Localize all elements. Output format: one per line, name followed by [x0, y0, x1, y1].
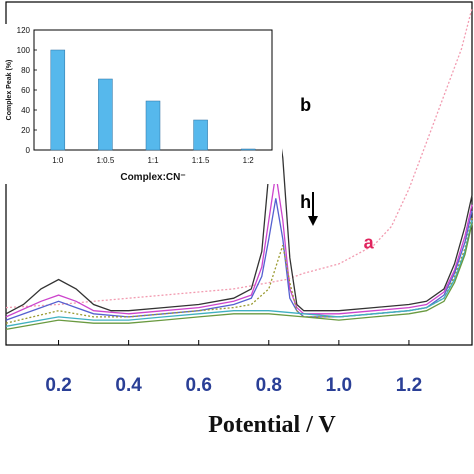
- curve-label-a: a: [364, 232, 375, 252]
- inset-y-tick-label: 80: [21, 66, 30, 75]
- inset-y-tick-label: 60: [21, 86, 30, 95]
- main-annotations: b h a: [300, 95, 375, 252]
- inset-bar: [240, 148, 256, 151]
- inset-y-ticks: 0 20 40 60 80 100 120: [17, 26, 37, 155]
- x-tick-label: 1.0: [326, 375, 352, 396]
- inset-bar-chart: 0 20 40 60 80 100 120 1:0 1:0.5 1:1 1:1.5 1:2 Comp…: [5, 24, 282, 184]
- inset-x-tick-label: 1:2: [243, 156, 255, 165]
- series-line-1: [5, 8, 473, 309]
- x-tick-label: 0.4: [115, 375, 142, 396]
- inset-x-axis-label: Complex:CN⁻: [120, 172, 185, 183]
- inset-y-axis-label: Complex Peak (%): [6, 60, 13, 121]
- inset-y-tick-label: 40: [21, 106, 30, 115]
- down-arrow-icon: [308, 192, 318, 226]
- main-x-ticks: 0.2 0.4 0.6 0.8 1.0 1.2: [45, 340, 422, 396]
- inset-bar: [50, 49, 66, 151]
- curve-label-h: h: [300, 192, 311, 212]
- inset-x-tick-label: 1:0: [52, 156, 64, 165]
- inset-y-tick-label: 120: [17, 26, 31, 35]
- x-tick-label: 0.8: [256, 375, 282, 396]
- inset-background: [5, 24, 282, 184]
- inset-y-tick-label: 0: [26, 146, 31, 155]
- inset-bars-group: [50, 49, 256, 151]
- inset-y-tick-label: 100: [17, 46, 31, 55]
- main-plot: 0.2 0.4 0.6 0.8 1.0 1.2 b h a Potential / V: [5, 1, 473, 438]
- x-tick-label: 0.2: [45, 375, 71, 396]
- curve-label-b: b: [300, 95, 311, 115]
- series-line-7: [5, 223, 473, 331]
- series-line-5: [5, 217, 473, 324]
- inset-bar: [145, 100, 161, 151]
- inset-bar: [193, 119, 208, 151]
- x-tick-label: 1.2: [396, 375, 422, 396]
- x-axis-label: Potential / V: [208, 412, 336, 438]
- series-line-6: [5, 220, 473, 327]
- x-tick-label: 0.6: [185, 375, 211, 396]
- inset-x-tick-label: 1:1.5: [192, 156, 210, 165]
- inset-x-tick-label: 1:0.5: [97, 156, 115, 165]
- inset-y-tick-label: 20: [21, 126, 30, 135]
- inset-x-ticks: 1:0 1:0.5 1:1 1:1.5 1:2: [52, 156, 254, 165]
- inset-bar: [98, 78, 113, 151]
- inset-x-tick-label: 1:1: [147, 156, 159, 165]
